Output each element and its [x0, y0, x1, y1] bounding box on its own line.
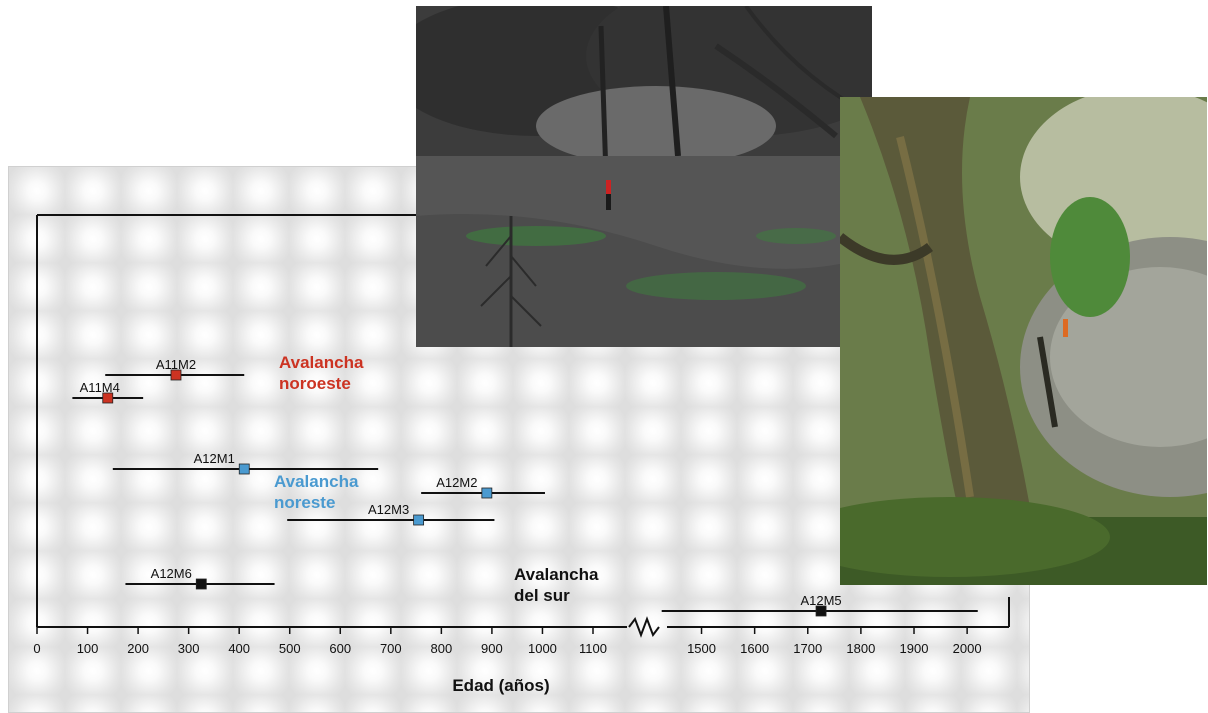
age-marker-a12m6: [195, 578, 207, 590]
x-tick-label: 100: [77, 641, 99, 656]
x-tick-label: 300: [178, 641, 200, 656]
x-tick-label: 400: [228, 641, 250, 656]
sample-label-a12m5: A12M5: [800, 593, 841, 608]
age-marker-a11m2: [170, 369, 182, 381]
x-tick-label: 700: [380, 641, 402, 656]
group-label-line1: Avalancha: [274, 472, 359, 491]
age-marker-a11m4: [102, 392, 114, 404]
sample-label-a12m3: A12M3: [368, 502, 409, 517]
age-marker-a12m3: [413, 514, 425, 526]
age-marker-a12m2: [481, 487, 493, 499]
sample-label-a12m6: A12M6: [151, 566, 192, 581]
x-axis-label: Edad (años): [452, 676, 549, 695]
sample-label-a11m2: A11M2: [156, 357, 196, 372]
x-tick-label: 200: [127, 641, 149, 656]
x-tick-label: 800: [431, 641, 453, 656]
age-interval-chart: 0 100 200 300 400 500 600 700 800 900 1000 1100 1500…: [33, 214, 1010, 695]
axis-break-mark: [628, 616, 660, 638]
group-label-line2: noreste: [274, 493, 335, 512]
x-tick-label: 0: [33, 641, 40, 656]
x-tick-label: 500: [279, 641, 301, 656]
sample-label-a12m1: A12M1: [194, 451, 235, 466]
x-tick-label: 600: [329, 641, 351, 656]
x-tick-label: 1900: [900, 641, 929, 656]
tree-trunk-boulder-photo: [840, 97, 1207, 585]
forest-clearing-photo: [416, 6, 872, 347]
x-tick-label: 1600: [740, 641, 769, 656]
group-label-line2: del sur: [514, 586, 570, 605]
sample-label-a12m2: A12M2: [436, 475, 477, 490]
x-tick-label: 900: [481, 641, 503, 656]
x-tick-label: 1000: [528, 641, 557, 656]
age-marker-a12m1: [238, 463, 250, 475]
group-label-line2: noroeste: [279, 374, 351, 393]
group-label-line1: Avalancha: [514, 565, 599, 584]
x-tick-label: 1500: [687, 641, 716, 656]
x-tick-label: 1700: [793, 641, 822, 656]
x-tick-label: 2000: [953, 641, 982, 656]
x-tick-label: 1100: [579, 641, 607, 656]
age-marker-a12m5: [815, 605, 827, 617]
x-tick-label: 1800: [846, 641, 875, 656]
sample-label-a11m4: A11M4: [80, 380, 120, 395]
group-label-line1: Avalancha: [279, 353, 364, 372]
